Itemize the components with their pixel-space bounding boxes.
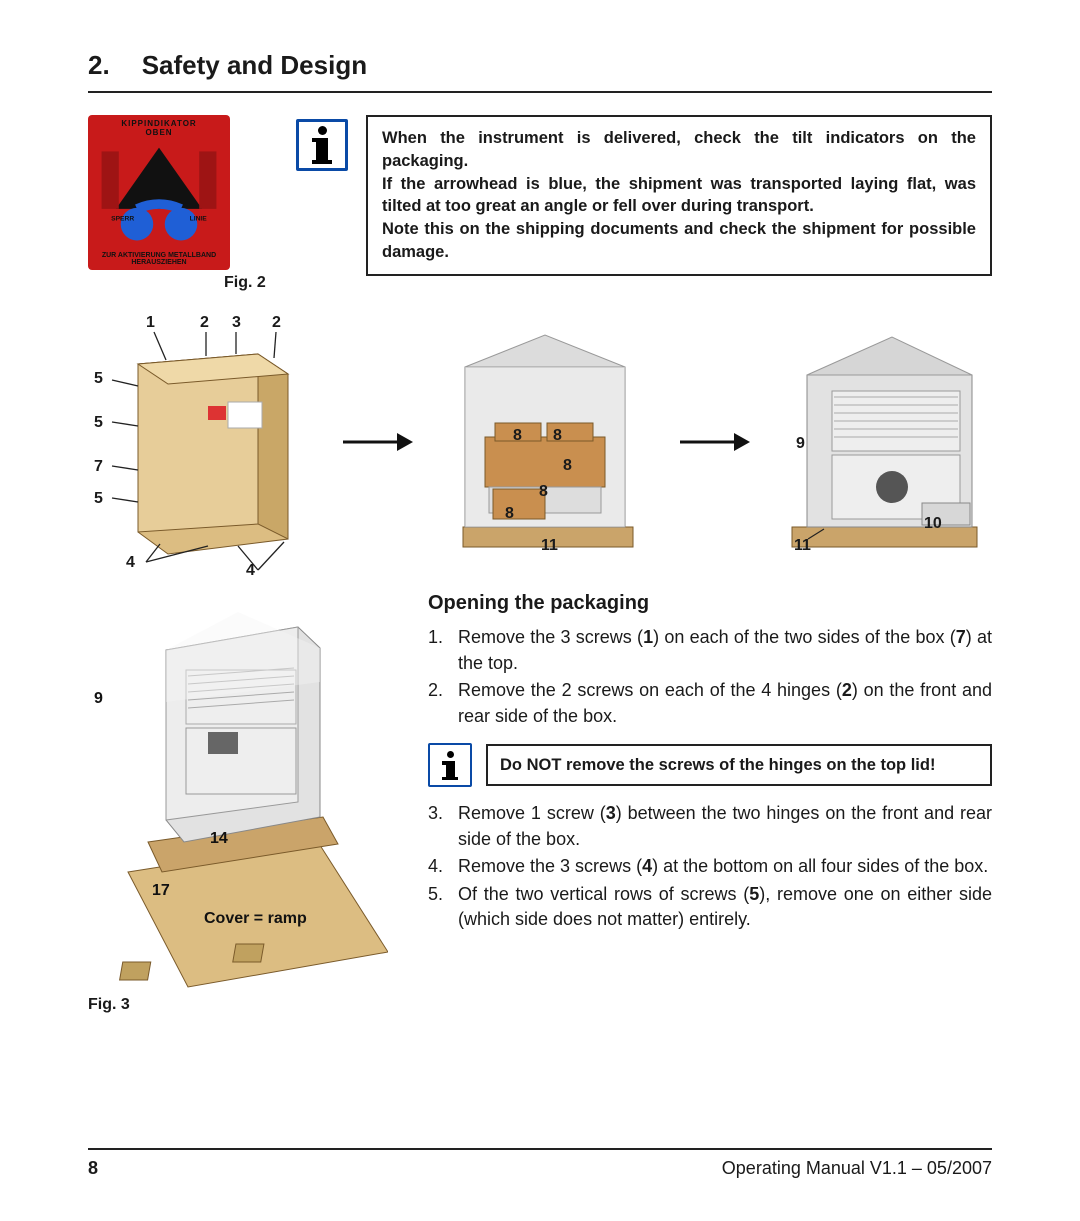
ramp-svg — [88, 592, 388, 992]
opening-heading: Opening the packaging — [428, 592, 992, 615]
machine-mid-figure: 8 8 8 8 8 11 — [435, 327, 655, 562]
mid-8a: 8 — [513, 427, 522, 445]
callout-7: 7 — [94, 458, 103, 476]
step-2: Remove the 2 screws on each of the 4 hin… — [428, 678, 992, 729]
info-glyph — [312, 126, 332, 164]
info-note-box: When the instrument is delivered, check … — [366, 115, 992, 276]
right-9: 9 — [796, 435, 805, 453]
ramp-9: 9 — [94, 690, 103, 708]
step-3: Remove 1 screw (3) between the two hinge… — [428, 801, 992, 852]
info-glyph-small — [442, 751, 458, 780]
crate-svg — [88, 314, 318, 574]
section-number: 2. — [88, 50, 110, 81]
step-4: Remove the 3 screws (4) at the bottom on… — [428, 854, 992, 880]
mid-8d: 8 — [539, 483, 548, 501]
callout-3: 3 — [232, 314, 241, 332]
steps-list-2: Remove 1 screw (3) between the two hinge… — [428, 801, 992, 933]
machine-right-figure: 9 10 11 — [772, 327, 992, 562]
mid-8c: 8 — [563, 457, 572, 475]
mid-11: 11 — [541, 537, 558, 555]
instructions: Opening the packaging Remove the 3 screw… — [428, 592, 992, 935]
fig3-label: Fig. 3 — [88, 996, 388, 1014]
callout-1: 1 — [146, 314, 155, 332]
footer-row: 8 Operating Manual V1.1 – 05/2007 — [88, 1158, 992, 1179]
tilt-linie: LINIE — [190, 215, 208, 222]
info-icon — [296, 119, 348, 171]
info-p3: Note this on the shipping documents and … — [382, 218, 976, 264]
right-11: 11 — [794, 537, 811, 555]
right-10: 10 — [924, 515, 942, 533]
info-p2: If the arrowhead is blue, the shipment w… — [382, 173, 976, 219]
callout-4a: 4 — [126, 554, 135, 572]
row-lower: 9 14 17 Cover = ramp Fig. 3 Opening the … — [88, 592, 992, 1014]
inline-note-text: Do NOT remove the screws of the hinges o… — [486, 744, 992, 786]
callout-4b: 4 — [246, 562, 255, 580]
machine-right-svg — [772, 327, 992, 562]
fig2-label: Fig. 2 — [224, 274, 278, 292]
page-number: 8 — [88, 1158, 98, 1179]
fig2-wrap: KIPPINDIKATOR OBEN SPERR LINIE ZUR AKTIV… — [88, 115, 278, 292]
page: 2. Safety and Design KIPPINDIKATOR OBEN … — [0, 0, 1080, 1221]
tilt-indicator: KIPPINDIKATOR OBEN SPERR LINIE ZUR AKTIV… — [88, 115, 230, 270]
mid-8e: 8 — [505, 505, 514, 523]
footer: 8 Operating Manual V1.1 – 05/2007 — [88, 1148, 992, 1179]
arrow-2 — [674, 429, 754, 460]
info-icon-small — [428, 743, 472, 787]
ramp-17: 17 — [152, 882, 170, 900]
ramp-column: 9 14 17 Cover = ramp Fig. 3 — [88, 592, 388, 1014]
inline-info: Do NOT remove the screws of the hinges o… — [428, 743, 992, 787]
rule-top — [88, 91, 992, 93]
info-p1: When the instrument is delivered, check … — [382, 127, 976, 173]
section-title: Safety and Design — [142, 50, 367, 81]
section-header: 2. Safety and Design — [88, 50, 992, 81]
mid-8b: 8 — [553, 427, 562, 445]
callout-5a: 5 — [94, 370, 103, 388]
tilt-oben: OBEN — [92, 128, 226, 137]
ramp-14: 14 — [210, 830, 228, 848]
tilt-sperr: SPERR — [111, 215, 134, 222]
rule-bottom — [88, 1148, 992, 1150]
callout-5b: 5 — [94, 414, 103, 432]
callout-5c: 5 — [94, 490, 103, 508]
tilt-top-text: KIPPINDIKATOR — [92, 119, 226, 128]
step-5: Of the two vertical rows of screws (5), … — [428, 882, 992, 933]
crate-figure: 1 2 3 2 5 5 7 5 4 4 — [88, 314, 318, 574]
ramp-cover-label: Cover = ramp — [204, 910, 307, 928]
tilt-svg: SPERR LINIE — [92, 137, 226, 252]
footer-right: Operating Manual V1.1 – 05/2007 — [722, 1158, 992, 1179]
ramp-figure: 9 14 17 Cover = ramp — [88, 592, 388, 992]
tilt-bottom-text: ZUR AKTIVIERUNG METALLBAND HERAUSZIEHEN — [92, 252, 226, 266]
arrow-1 — [337, 429, 417, 460]
row-tilt-info: KIPPINDIKATOR OBEN SPERR LINIE ZUR AKTIV… — [88, 115, 992, 292]
steps-list: Remove the 3 screws (1) on each of the t… — [428, 625, 992, 729]
callout-2b: 2 — [272, 314, 281, 332]
step-1: Remove the 3 screws (1) on each of the t… — [428, 625, 992, 676]
machine-mid-svg — [435, 327, 655, 562]
figure-row: 1 2 3 2 5 5 7 5 4 4 — [88, 314, 992, 574]
callout-2a: 2 — [200, 314, 209, 332]
